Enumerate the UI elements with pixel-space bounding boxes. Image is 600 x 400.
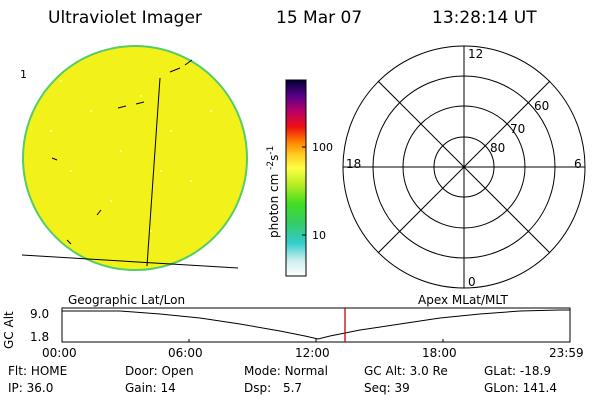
mlt-label-0: 0 xyxy=(468,275,476,289)
status-flt: Flt: HOME xyxy=(8,364,68,378)
time-tick-0600: 06:00 xyxy=(168,346,203,360)
status-ip: IP: 36.0 xyxy=(8,381,54,395)
alt-ymax: 9.0 xyxy=(30,307,50,321)
mlt-label-6: 6 xyxy=(574,157,582,171)
disk-mark: 1 xyxy=(20,68,27,81)
status-glat: GLat: -18.9 xyxy=(484,364,551,378)
status-gcalt: GC Alt: 3.0 Re xyxy=(364,364,448,378)
coastline-fragments xyxy=(51,59,193,245)
status-dsp: Dsp: 5.7 xyxy=(244,381,303,395)
colorbar: 100 10 photon cm -2s-1 xyxy=(266,79,333,277)
altitude-strip-plot xyxy=(61,307,571,343)
status-gain: Gain: 14 xyxy=(125,381,176,395)
disk-speckle xyxy=(50,80,212,232)
polar-grid: 12 18 6 0 60 70 80 xyxy=(342,45,586,289)
geo-latlon-label: Geographic Lat/Lon xyxy=(68,293,186,307)
time-tick-2359: 23:59 xyxy=(549,346,584,360)
colorbar-tick-100: 100 xyxy=(312,141,333,154)
meridian-line xyxy=(146,77,161,267)
uv-image-panel: 1 xyxy=(20,45,248,271)
app-title: Ultraviolet Imager xyxy=(48,8,202,28)
colorbar-gradient xyxy=(285,79,307,277)
colorbar-unit-label: photon cm -2s-1 xyxy=(266,146,281,238)
time-label: 13:28:14 UT xyxy=(432,8,537,28)
alt-ymin: 1.8 xyxy=(30,330,50,344)
status-door: Door: Open xyxy=(125,364,194,378)
apex-mlat-label: Apex MLat/MLT xyxy=(418,293,508,307)
earth-disk xyxy=(22,45,248,271)
colorbar-tick-10: 10 xyxy=(312,229,326,242)
altitude-curve xyxy=(62,309,570,340)
mlt-label-12: 12 xyxy=(468,47,483,61)
date-label: 15 Mar 07 xyxy=(276,8,363,28)
lat-label-70: 70 xyxy=(510,122,525,136)
time-tick-1200: 12:00 xyxy=(295,346,330,360)
mlt-label-18: 18 xyxy=(346,157,361,171)
lat-label-60: 60 xyxy=(534,99,549,113)
latitude-line xyxy=(21,254,239,269)
lat-label-80: 80 xyxy=(490,141,505,155)
status-glon: GLon: 141.4 xyxy=(484,381,557,395)
time-tick-0000: 00:00 xyxy=(42,346,77,360)
alt-axis-label: GC Alt xyxy=(2,311,16,349)
time-tick-1800: 18:00 xyxy=(422,346,457,360)
status-mode: Mode: Normal xyxy=(244,364,328,378)
status-seq: Seq: 39 xyxy=(364,381,410,395)
